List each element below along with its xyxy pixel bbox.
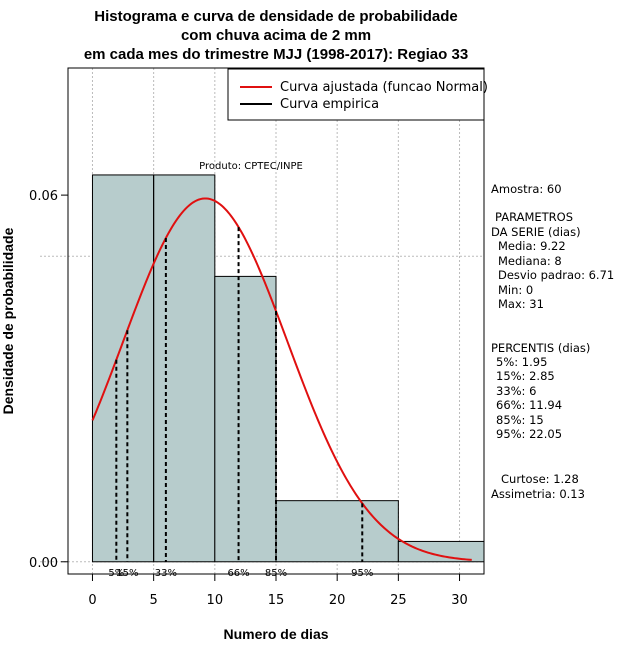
percentile-label: 33% (155, 568, 177, 579)
chart-title-line-2: com chuva acima de 2 mm (181, 27, 371, 44)
stat-percentis-title: PERCENTIS (dias) (491, 341, 590, 355)
legend-label-normal: Curva ajustada (funcao Normal) (280, 80, 488, 95)
x-tick-label: 5 (150, 593, 158, 608)
stat-params-title-2: DA SERIE (dias) (491, 225, 581, 239)
normal-curve (91, 197, 472, 561)
y-axis-label: Densidade de probabilidade (0, 227, 16, 414)
x-tick-label: 30 (451, 593, 468, 608)
percentile-label: 95% (351, 568, 373, 579)
stat-media: Media: 9.22 (498, 239, 566, 253)
percentile-label: 85% (265, 568, 287, 579)
histogram-bar (91, 174, 155, 563)
percentile-label: 5% (108, 568, 124, 579)
histogram-bar (214, 275, 277, 563)
legend-label-empirical: Curva empirica (280, 97, 379, 112)
histogram-bars (91, 174, 485, 563)
stat-max: Max: 31 (498, 297, 544, 311)
stat-p5: 5%: 1.95 (496, 355, 547, 369)
x-tick-label: 10 (207, 593, 224, 608)
y-tick-label: 0.06 (29, 189, 58, 204)
stat-mediana: Mediana: 8 (498, 254, 562, 268)
stat-p66: 66%: 11.94 (496, 398, 562, 412)
axes: 0 5 10 15 20 25 30 0.00 0.06 (29, 189, 468, 608)
stat-p95: 95%: 22.05 (496, 427, 562, 441)
histogram-bar (275, 500, 399, 563)
stat-curtose: Curtose: 1.28 (501, 472, 579, 486)
stats-panel: Amostra: 60 PARAMETROS DA SERIE (dias) M… (491, 182, 614, 501)
normal-curve-layer (91, 197, 472, 561)
product-annotation: Produto: CPTEC/INPE (199, 161, 303, 172)
x-tick-label: 25 (390, 593, 407, 608)
stat-min: Min: 0 (498, 283, 533, 297)
x-tick-label: 0 (88, 593, 96, 608)
y-tick-label: 0.00 (29, 556, 58, 571)
stat-params-title-1: PARAMETROS (495, 210, 573, 224)
x-axis-label: Numero de dias (223, 626, 328, 642)
legend: Curva ajustada (funcao Normal) Curva emp… (227, 68, 488, 121)
percentile-label: 15% (116, 568, 138, 579)
grid (40, 68, 484, 574)
histogram-bar (397, 540, 485, 563)
stat-p85: 85%: 15 (496, 413, 544, 427)
x-tick-label: 20 (329, 593, 346, 608)
stat-assimetria: Assimetria: 0.13 (491, 487, 585, 501)
chart-title-line-1: Histograma e curva de densidade de proba… (94, 8, 457, 25)
percentile-label: 66% (227, 568, 249, 579)
x-tick-label: 15 (268, 593, 285, 608)
stat-sample: Amostra: 60 (491, 182, 562, 196)
stat-p33: 33%: 6 (496, 384, 536, 398)
stat-desvio: Desvio padrao: 6.71 (498, 268, 614, 282)
legend-box (227, 68, 485, 121)
histogram-bar (153, 174, 216, 563)
stat-p15: 15%: 2.85 (496, 369, 555, 383)
chart-title-line-3: em cada mes do trimestre MJJ (1998-2017)… (84, 46, 468, 63)
percentile-lines: 5%15% 33% 66% 85% 95% (108, 227, 373, 579)
